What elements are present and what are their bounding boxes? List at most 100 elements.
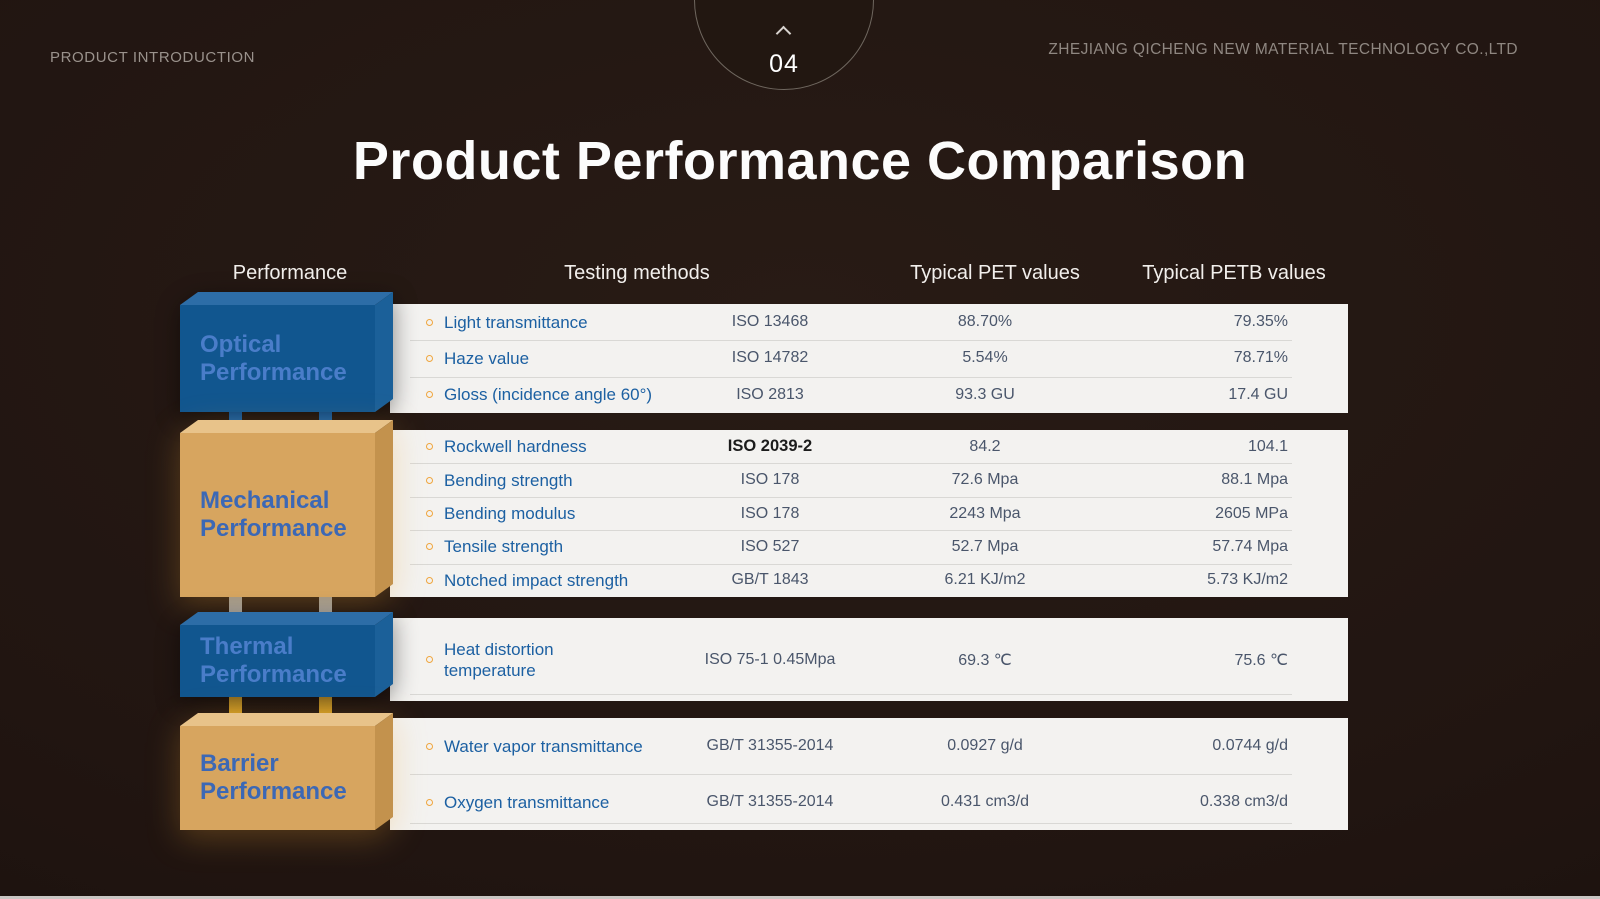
category-box-mechanical: Mechanical Performance: [180, 420, 393, 597]
table-row: Tensile strength ISO 527 52.7 Mpa 57.74 …: [390, 530, 1348, 563]
row-pet-value: 93.3 GU: [955, 385, 1015, 403]
row-feature: Bending modulus: [444, 504, 576, 524]
box-top-face: [180, 292, 393, 305]
table-row: Gloss (incidence angle 60°) ISO 2813 93.…: [390, 376, 1348, 413]
box-side-face: [375, 713, 393, 830]
row-testing-method: ISO 178: [740, 504, 800, 522]
row-feature: Light transmittance: [444, 312, 588, 332]
bullet-icon: [426, 377, 440, 413]
row-testing-method: ISO 2813: [736, 385, 804, 403]
row-feature: Oxygen transmittance: [444, 792, 610, 812]
category-label: Performance: [200, 661, 347, 688]
row-testing-method: GB/T 1843: [731, 571, 809, 589]
table-row: Water vapor transmittance GB/T 31355-201…: [390, 718, 1348, 774]
category-label: Performance: [200, 358, 347, 386]
column-header-performance: Performance: [232, 262, 348, 284]
bullet-icon: [426, 304, 440, 340]
box-front-face: Thermal Performance: [180, 625, 375, 697]
bullet-icon: [426, 564, 440, 597]
bullet-icon: [426, 774, 440, 830]
bullet-icon: [426, 463, 440, 496]
table-row: Oxygen transmittance GB/T 31355-2014 0.4…: [390, 774, 1348, 830]
category-box-optical: Optical Performance: [180, 292, 393, 412]
column-header-testing-methods: Testing methods: [564, 262, 710, 284]
row-pet-value: 0.431 cm3/d: [940, 793, 1030, 810]
row-petb-value: 17.4 GU: [1228, 385, 1288, 403]
row-pet-value: 88.70%: [957, 313, 1013, 331]
row-feature: Tensile strength: [444, 537, 564, 557]
row-feature: Haze value: [444, 348, 530, 368]
bottom-edge-line: [0, 896, 1600, 899]
row-testing-method: ISO 75-1 0.45Mpa: [704, 650, 836, 668]
bullet-icon: [426, 718, 440, 774]
box-front-face: Barrier Performance: [180, 726, 375, 830]
row-feature: Heat distortion temperature: [444, 639, 554, 680]
table-row: Haze value ISO 14782 5.54% 78.71%: [390, 340, 1348, 376]
table-row: Bending strength ISO 178 72.6 Mpa 88.1 M…: [390, 463, 1348, 496]
row-pet-value: 84.2: [969, 437, 1001, 455]
row-petb-value: 88.1 Mpa: [1221, 471, 1288, 489]
row-feature: Bending strength: [444, 470, 573, 490]
category-label: Optical: [200, 330, 282, 358]
row-petb-value: 2605 MPa: [1215, 504, 1288, 522]
table-row: Rockwell hardness ISO 2039-2 84.2 104.1: [390, 430, 1348, 463]
page-number-circle: 04: [694, 0, 874, 90]
row-petb-value: 104.1: [1247, 437, 1288, 455]
category-label: Barrier: [200, 750, 279, 777]
category-box-barrier: Barrier Performance: [180, 713, 393, 830]
row-petb-value: 75.6 ℃: [1234, 651, 1288, 669]
box-side-face: [375, 420, 393, 597]
row-feature: Rockwell hardness: [444, 437, 587, 457]
bullet-icon: [426, 530, 440, 563]
bullet-icon: [426, 618, 440, 701]
table-row: Bending modulus ISO 178 2243 Mpa 2605 MP…: [390, 496, 1348, 530]
row-pet-value: 2243 Mpa: [949, 504, 1021, 522]
table-row: Heat distortion temperature ISO 75-1 0.4…: [390, 618, 1348, 701]
table-section-mechanical: Rockwell hardness ISO 2039-2 84.2 104.1 …: [390, 430, 1348, 597]
box-side-face: [375, 612, 393, 697]
box-top-face: [180, 713, 393, 726]
row-petb-value: 57.74 Mpa: [1212, 537, 1288, 555]
table-row: Notched impact strength GB/T 1843 6.21 K…: [390, 563, 1348, 597]
category-label: Thermal: [200, 633, 294, 660]
table-row: Light transmittance ISO 13468 88.70% 79.…: [390, 304, 1348, 340]
row-testing-method: GB/T 31355-2014: [706, 793, 834, 810]
row-petb-value: 78.71%: [1233, 349, 1288, 367]
box-front-face: Optical Performance: [180, 305, 375, 412]
column-header-petb-values: Typical PETB values: [1142, 262, 1326, 284]
row-testing-method: ISO 13468: [731, 313, 809, 331]
row-testing-method: GB/T 31355-2014: [706, 737, 834, 754]
row-testing-method: ISO 527: [740, 537, 800, 555]
section-label: PRODUCT INTRODUCTION: [50, 49, 256, 66]
bullet-icon: [426, 340, 440, 376]
row-pet-value: 5.54%: [962, 349, 1008, 367]
category-label: Performance: [200, 515, 347, 542]
box-top-face: [180, 612, 393, 625]
page-number: 04: [769, 50, 799, 78]
chevron-up-icon: [775, 25, 792, 42]
row-feature: Notched impact strength: [444, 570, 629, 590]
row-petb-value: 0.338 cm3/d: [1199, 793, 1288, 810]
row-testing-method: ISO 2039-2: [727, 437, 813, 456]
box-side-face: [375, 292, 393, 412]
row-testing-method: ISO 14782: [731, 349, 809, 367]
row-feature: Gloss (incidence angle 60°): [444, 385, 653, 405]
category-label: Performance: [200, 778, 347, 805]
page-title: Product Performance Comparison: [352, 131, 1248, 191]
row-pet-value: 6.21 KJ/m2: [944, 571, 1026, 589]
table-section-optical: Light transmittance ISO 13468 88.70% 79.…: [390, 304, 1348, 413]
box-top-face: [180, 420, 393, 433]
box-front-face: Mechanical Performance: [180, 433, 375, 597]
row-petb-value: 79.35%: [1233, 313, 1288, 331]
category-box-thermal: Thermal Performance: [180, 612, 393, 697]
bullet-icon: [426, 430, 440, 463]
row-testing-method: ISO 178: [740, 471, 800, 489]
row-pet-value: 52.7 Mpa: [951, 537, 1019, 555]
row-petb-value: 0.0744 g/d: [1212, 737, 1288, 754]
row-pet-value: 72.6 Mpa: [951, 471, 1019, 489]
table-section-barrier: Water vapor transmittance GB/T 31355-201…: [390, 718, 1348, 830]
row-petb-value: 5.73 KJ/m2: [1207, 571, 1288, 589]
category-label: Mechanical: [200, 487, 330, 514]
row-pet-value: 69.3 ℃: [958, 651, 1012, 669]
